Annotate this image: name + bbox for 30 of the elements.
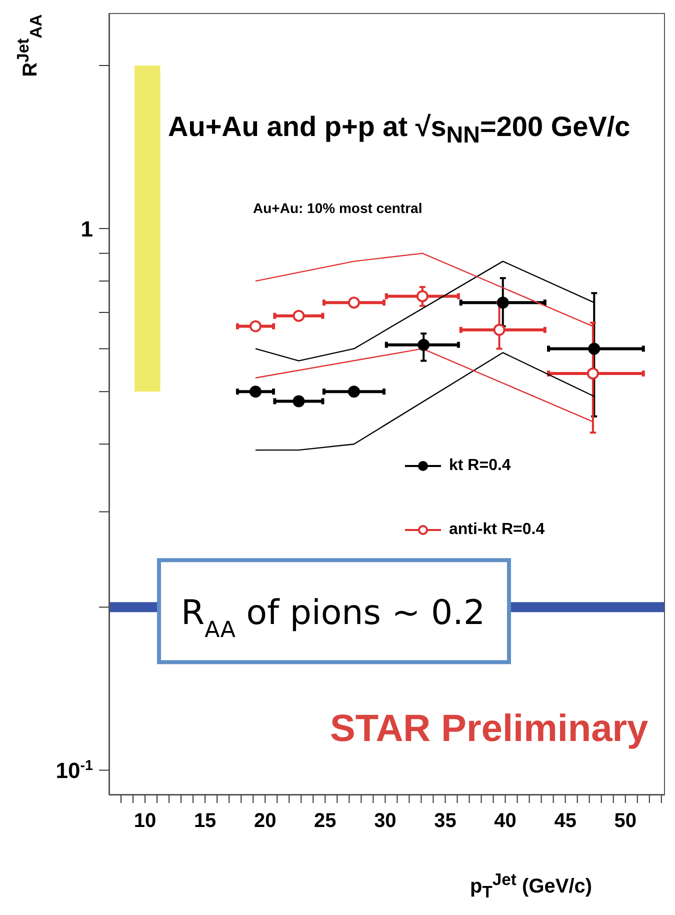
- text: Au+Au and p+p at √s$_{NN}$=200 GeV/c: [168, 111, 630, 149]
- x-tick-label: 45: [554, 810, 576, 832]
- point: [292, 310, 305, 322]
- x-tick-label: 30: [374, 810, 396, 832]
- point: [496, 296, 509, 309]
- point: [348, 296, 360, 309]
- point: [250, 320, 262, 332]
- x-tick-label: 40: [494, 810, 516, 832]
- x-tick-label: 10: [134, 810, 156, 832]
- ref-line-label: R$_{AA}$ of pions ~ 0.2: [181, 593, 486, 644]
- point: [588, 342, 600, 355]
- legend-label: anti-kt R=0.4: [449, 521, 545, 539]
- text: Au+Au: 10% most central: [253, 200, 422, 216]
- point: [493, 324, 506, 336]
- x-tick-label: 50: [614, 810, 636, 832]
- y-tick-label: 10$^{-1}$: [56, 758, 94, 784]
- legend-label: kt R=0.4: [449, 457, 511, 475]
- x-tick-label: 25: [314, 810, 336, 832]
- x-tick-label: 35: [434, 810, 456, 832]
- point: [348, 386, 360, 398]
- point: [292, 395, 305, 408]
- x-tick-label: 15: [194, 810, 216, 832]
- point: [418, 338, 430, 351]
- point: [250, 386, 262, 398]
- point: [416, 290, 428, 302]
- y-tick-label: 1: [80, 216, 93, 242]
- x-tick-label: 20: [254, 810, 276, 832]
- point: [586, 368, 599, 380]
- annotation: STAR Preliminary: [330, 708, 648, 751]
- x-axis-title: p$_{T}$$^{Jet}$ (GeV/c): [470, 870, 592, 903]
